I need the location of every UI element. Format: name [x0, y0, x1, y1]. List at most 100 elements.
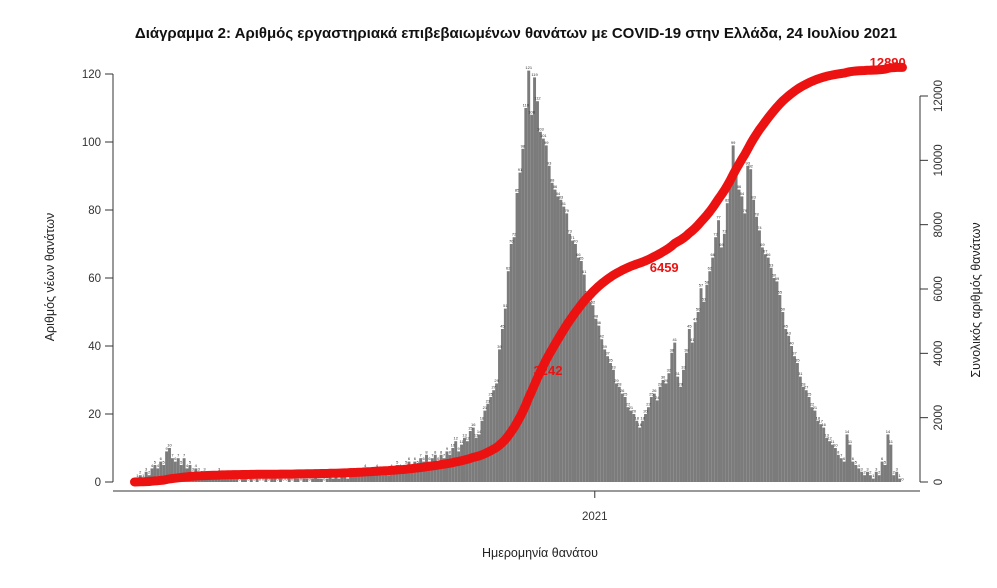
y-axis-right-tick-label: 6000 [933, 276, 945, 302]
bar-value-label: 70 [573, 239, 578, 244]
bar [176, 458, 180, 482]
bar-value-label: 91 [518, 167, 523, 172]
bar-value-label: 4 [195, 463, 198, 468]
bar [813, 410, 817, 482]
bar-value-label: 6 [428, 456, 431, 461]
bar-value-label: 33 [681, 364, 686, 369]
bar [667, 373, 671, 482]
y-axis-left-tick-label: 80 [88, 205, 101, 217]
bar-value-label: 5 [154, 460, 157, 465]
bar-value-label: 3 [198, 466, 201, 471]
bar-value-label: 79 [564, 208, 569, 213]
y-axis-right-tick-label: 12000 [933, 80, 945, 112]
bar [273, 478, 277, 482]
bar [536, 101, 539, 482]
bar [828, 441, 831, 482]
bar-value-label: 15 [468, 426, 473, 431]
bar-value-label: 84 [740, 191, 745, 196]
bar [877, 475, 881, 482]
bar-value-label: 88 [550, 177, 555, 182]
bar-value-label: 0 [262, 477, 265, 482]
bar [568, 233, 572, 482]
bar [410, 468, 414, 482]
bar-value-label: 45 [783, 324, 788, 329]
bar-value-label: 3 [218, 466, 221, 471]
bar [705, 284, 709, 482]
bar-value-label: 3 [896, 466, 899, 471]
bar [360, 475, 364, 482]
bar [833, 448, 837, 482]
bar [168, 448, 171, 482]
bar-value-label: 1 [872, 473, 875, 478]
bar [150, 468, 154, 482]
y-axis-left-title: Αριθμός νέων θανάτων [43, 213, 57, 342]
bar [687, 329, 691, 482]
bar-value-label: 38 [670, 347, 675, 352]
bar-value-label: 72 [713, 232, 718, 237]
bar [717, 220, 721, 482]
bar [293, 478, 297, 482]
bar-value-label: 31 [798, 371, 803, 376]
y-axis-right-tick-label: 10000 [933, 144, 945, 176]
bar-value-label: 0 [901, 477, 904, 482]
bar [807, 397, 811, 482]
bar-value-label: 63 [769, 262, 774, 267]
bar [498, 349, 501, 482]
bar-value-label: 51 [503, 303, 508, 308]
bar [836, 454, 840, 482]
bar-value-label: 38 [684, 347, 689, 352]
cumulative-line-layer [130, 62, 907, 487]
bar [816, 420, 820, 482]
bar-value-label: 4 [186, 463, 189, 468]
bar-value-label: 5 [189, 460, 192, 465]
bar [778, 295, 782, 482]
bar-value-label: 41 [673, 337, 678, 342]
bar [506, 271, 510, 482]
bar-value-label: 39 [602, 344, 607, 349]
bar [538, 131, 542, 483]
bar [562, 206, 566, 482]
bar [892, 475, 896, 482]
bar [795, 363, 799, 482]
bar [448, 454, 452, 482]
bar-value-label: 25 [649, 392, 654, 397]
bar [232, 478, 236, 482]
bar [319, 478, 323, 482]
y-axis-left-tick-label: 60 [88, 273, 101, 285]
bar [544, 145, 548, 482]
bar-value-label: 10 [451, 443, 456, 448]
bar [571, 240, 574, 482]
bar [871, 478, 875, 482]
bar [524, 108, 528, 482]
bar [597, 325, 601, 482]
bar-value-label: 43 [786, 330, 791, 335]
bar [398, 468, 402, 482]
bar-value-label: 9 [446, 446, 449, 451]
bar-value-label: 22 [626, 402, 631, 407]
bar [392, 471, 396, 482]
bar-value-label: 60 [772, 273, 777, 278]
x-axis-title: Ημερομηνία θανάτου [482, 546, 598, 560]
bar-value-label: 112 [534, 96, 541, 101]
bar [609, 363, 612, 482]
bar [316, 478, 320, 482]
y-axis-left-tick-label: 0 [95, 477, 101, 489]
bar [725, 203, 729, 482]
bar [500, 329, 504, 482]
bar [851, 461, 855, 482]
bar-value-label: 79 [743, 208, 748, 213]
bar-value-label: 67 [763, 249, 768, 254]
bar-value-label: 98 [521, 143, 526, 148]
bar [866, 471, 869, 482]
bar-value-label: 2 [148, 470, 151, 475]
bar [582, 274, 586, 482]
bar-value-label: 4 [376, 463, 379, 468]
bar-value-label: 31 [675, 371, 680, 376]
bar-value-label: 73 [722, 228, 727, 233]
bar-value-label: 35 [608, 358, 613, 363]
bar [775, 281, 779, 482]
bar-value-label: 3 [866, 466, 869, 471]
bar-value-label: 22 [646, 402, 651, 407]
bar-value-label: 2 [878, 470, 881, 475]
